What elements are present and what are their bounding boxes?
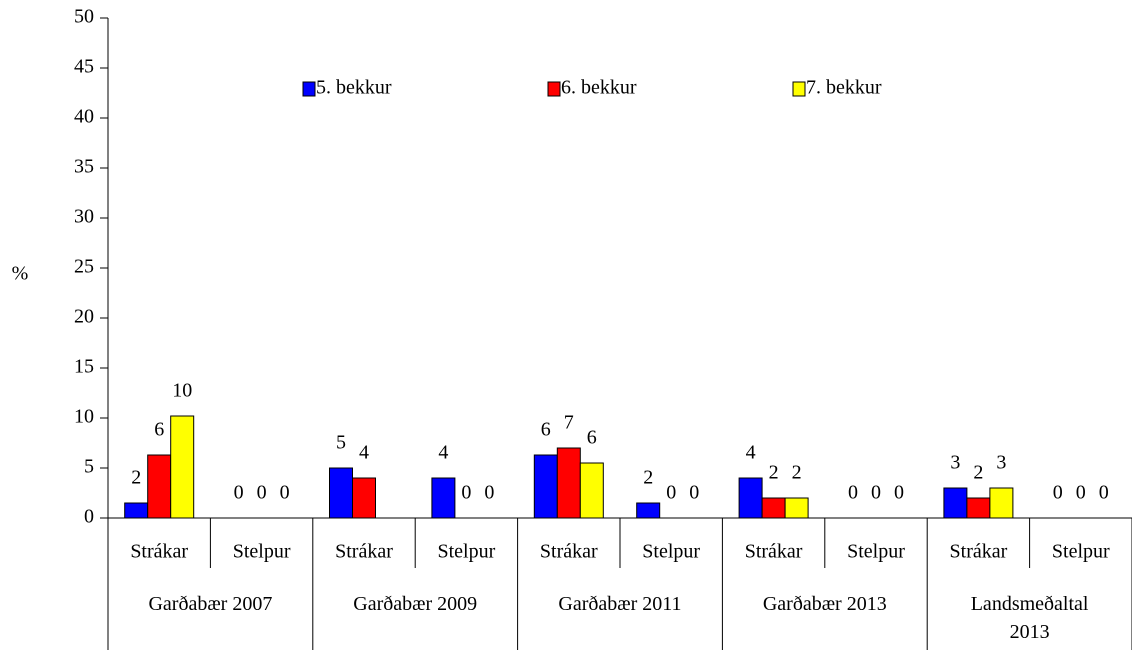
- data-label: 7: [564, 412, 574, 434]
- data-label: 0: [461, 482, 471, 504]
- y-axis-label: %: [12, 263, 29, 285]
- y-tick-label: 45: [74, 56, 94, 78]
- bar: [329, 467, 353, 519]
- y-tick-label: 10: [74, 406, 94, 428]
- data-label: 0: [894, 482, 904, 504]
- x-tick-label: Strákar: [130, 541, 188, 563]
- data-label: 2: [792, 462, 802, 484]
- y-tick-label: 5: [84, 456, 94, 478]
- bar: [170, 415, 195, 519]
- x-tick-label: Stelpur: [847, 541, 905, 563]
- x-tick-label: Strákar: [950, 541, 1008, 563]
- data-label: 0: [689, 482, 699, 504]
- data-label: 2: [643, 467, 653, 489]
- bar: [943, 487, 968, 519]
- data-label: 6: [587, 427, 597, 449]
- legend-label: 6. bekkur: [561, 77, 637, 99]
- bar: [556, 447, 581, 519]
- bar: [533, 454, 558, 519]
- x-tick-label: Strákar: [335, 541, 393, 563]
- data-label: 0: [280, 482, 290, 504]
- data-label: 0: [484, 482, 494, 504]
- data-label: 5: [336, 432, 346, 454]
- data-label: 3: [950, 452, 960, 474]
- x-tick-label: Stelpur: [1052, 541, 1110, 563]
- data-label: 2: [131, 467, 141, 489]
- bar: [147, 454, 172, 519]
- group-label: Garðabær 2007: [148, 593, 273, 615]
- x-tick-label: Strákar: [540, 541, 598, 563]
- group-label: Garðabær 2011: [558, 593, 682, 615]
- data-label: 4: [359, 442, 369, 464]
- data-label: 6: [154, 419, 164, 441]
- legend-swatch: [792, 81, 806, 97]
- legend-label: 5. bekkur: [316, 77, 392, 99]
- data-label: 0: [1053, 482, 1063, 504]
- bar: [579, 462, 604, 519]
- data-label: 0: [257, 482, 267, 504]
- bar: [738, 477, 763, 519]
- data-label: 4: [746, 442, 756, 464]
- group-label: Garðabær 2013: [762, 593, 887, 615]
- bar: [966, 497, 991, 519]
- y-tick-label: 35: [74, 156, 94, 178]
- y-tick-label: 25: [74, 256, 94, 278]
- legend-swatch: [547, 81, 561, 97]
- y-tick-label: 15: [74, 356, 94, 378]
- data-label: 0: [1076, 482, 1086, 504]
- data-label: 6: [541, 419, 551, 441]
- data-label: 0: [871, 482, 881, 504]
- bar: [124, 502, 149, 519]
- x-tick-label: Stelpur: [438, 541, 496, 563]
- data-label: 2: [973, 462, 983, 484]
- data-label: 3: [996, 452, 1006, 474]
- bar: [989, 487, 1014, 519]
- bar: [761, 497, 786, 519]
- y-tick-label: 50: [74, 6, 94, 28]
- data-label: 0: [848, 482, 858, 504]
- x-tick-label: Strákar: [745, 541, 803, 563]
- y-tick-label: 20: [74, 306, 94, 328]
- data-label: 0: [666, 482, 676, 504]
- legend-swatch: [302, 81, 316, 97]
- data-label: 2: [769, 462, 779, 484]
- y-tick-label: 0: [84, 506, 94, 528]
- x-tick-label: Stelpur: [233, 541, 291, 563]
- data-label: 0: [1099, 482, 1109, 504]
- x-tick-label: Stelpur: [642, 541, 700, 563]
- bar: [352, 477, 376, 519]
- bar: [784, 497, 809, 519]
- group-label: Garðabær 2009: [353, 593, 478, 615]
- data-label: 10: [172, 380, 192, 402]
- legend-label: 7. bekkur: [806, 77, 882, 99]
- y-tick-label: 40: [74, 106, 94, 128]
- group-label: Landsmeðaltal 2013: [970, 593, 1089, 643]
- data-label: 4: [438, 442, 448, 464]
- y-tick-label: 30: [74, 206, 94, 228]
- data-label: 0: [234, 482, 244, 504]
- bar: [431, 477, 456, 519]
- bar: [636, 502, 661, 519]
